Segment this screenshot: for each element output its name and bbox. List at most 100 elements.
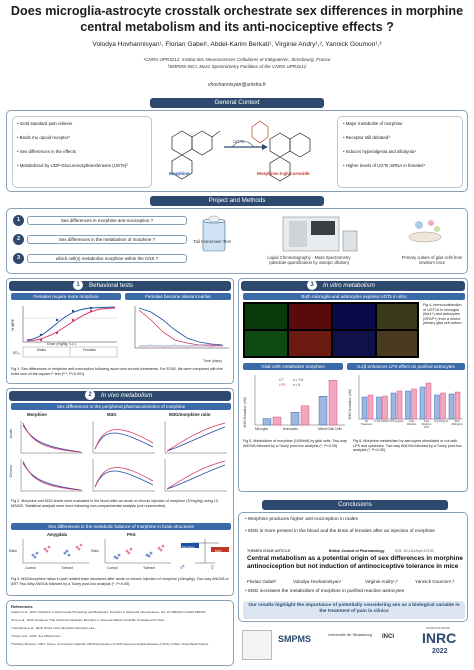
morphine-label: Morphine [169, 171, 190, 176]
question-1-text: Sex differences in morphine anti-nocicep… [27, 216, 187, 225]
pk-curves-grid [20, 421, 227, 492]
glial-x-astrocytes: Astrocytes [283, 427, 298, 431]
if-tile-8 [377, 331, 417, 356]
female-symbol-icon: ♀ [209, 562, 216, 572]
glial-bar [300, 405, 310, 426]
lps-x-0: No Treatment [360, 420, 373, 426]
brain-ylabel-2: Ratio [91, 549, 99, 553]
reference-5: ⁵Hubbery-Bresson, 2007. Tissue- and Gend… [11, 642, 209, 646]
conclusion-2: M3G is more present in the blood and the… [245, 529, 465, 535]
in-vivo-heading: In vivo metabolism [101, 392, 153, 399]
unistra-logo: Université de Strasbourg [328, 632, 373, 637]
glial-bar [272, 416, 282, 426]
glial-bar-chart [254, 375, 345, 426]
lps-bar [425, 382, 432, 420]
lps-x-4: IL1β 10ng/mL LPS [421, 420, 432, 429]
glial-bar [290, 412, 300, 426]
takeaway-text: Our results highlight the importance of … [248, 603, 460, 614]
pk-subheading: Sex differences in the peripheral pharma… [11, 403, 231, 410]
in-vitro-panel: 3 In vitro metabolism Both microglia and… [238, 278, 468, 492]
inrc-place: VALENCIA SPAIN [426, 626, 451, 630]
tolerance-chart [134, 306, 229, 349]
fig3-caption: Fig 3. M3G/morphine ratios in pain relat… [11, 577, 229, 586]
legend-ct: CT [279, 378, 284, 382]
brain-x-tolerant-1: Tolerant [61, 566, 74, 570]
question-3-number: 3 [13, 253, 24, 264]
glial-x-mixed: Mixed Glial Cells [318, 427, 342, 431]
in-vitro-heading-bar [241, 281, 465, 291]
lps-bar [434, 394, 440, 420]
project-box: 1 Sex differences in morphine anti-nocic… [6, 208, 468, 274]
author-list: Volodya Hovhannisyan¹, Florian Gabel¹, A… [92, 41, 382, 48]
m3g-bullet-1: Major metabolite of morphine [343, 121, 403, 127]
question-1-number: 1 [13, 215, 24, 226]
lps-bar [382, 395, 388, 420]
panel-a-heading: Females require more morphine [11, 293, 121, 300]
article-author-4: Yannick Goumon¹,² [415, 579, 455, 584]
qr-code-icon[interactable] [242, 630, 272, 660]
method-glial-culture: Primary culture of glial cells from newb… [401, 255, 463, 265]
fig6-caption: Fig 6. Morphine metabolism by astrocytes… [353, 439, 462, 452]
article-author-3: Virginie Andry¹,² [365, 579, 398, 584]
in-vivo-heading-bar [9, 391, 231, 401]
m3g-bullet-4: Higher levels of UGTs mRNA in females⁵ [343, 163, 425, 169]
fig2-caption: Fig 2. Morphine and M3G levels were eval… [11, 499, 220, 508]
general-context-heading: General Context [150, 98, 324, 108]
legend-lps: LPS [279, 383, 286, 387]
question-2-text: Sex differences in the metabolism of mor… [27, 235, 187, 244]
amygdala-label: Amygdala [47, 532, 68, 537]
journal-name: British Journal of Pharmacology [329, 549, 385, 553]
reference-2: ²Kuo et al., 2016. Evidence That Interfe… [11, 618, 167, 622]
reference-4: ⁴Doyle et al., 2023. Sex Differences... [11, 634, 63, 638]
balance-morphine-label: Morphine [182, 545, 195, 549]
glial-bar [262, 418, 272, 426]
ed50-males-col: Males [37, 348, 47, 352]
m3g-bullet-2: Receptor still debated³ [343, 135, 390, 141]
dose-response-chart [22, 306, 118, 358]
behavioral-heading-bar [9, 281, 231, 291]
lps-bar [411, 388, 417, 420]
article-doi[interactable]: DOI: 10.1111/bph.15792 [395, 549, 434, 553]
lps-bar [419, 386, 426, 420]
col-ratio: M3G/morphine ratio [169, 412, 211, 417]
glial-bar [318, 396, 328, 426]
affiliation-2: ²SMPMS-INCI, Mass Spectrometry Facilitie… [167, 64, 307, 69]
col-m3g: M3G [107, 412, 117, 417]
if-tile-7 [333, 331, 375, 356]
lps-bar [361, 396, 368, 420]
m3g-bullet-3: Induces hyperalgesia and allodynia⁴ [343, 149, 416, 155]
lps-bar [405, 390, 411, 420]
lps-bar [440, 392, 446, 420]
lps-bar [367, 394, 374, 420]
panel-b-heading: Females become tolerant earlier [125, 293, 231, 300]
conclusion-3: M3G increases the metabolism of morphine… [245, 589, 465, 595]
inrc-logo: INRC [422, 630, 457, 646]
lps-ylabel: M3G formation (nM) [348, 389, 352, 420]
if-tile-3 [333, 304, 375, 329]
article-author-2: Volodya Hovhannisyan¹ [293, 579, 342, 584]
glial-x-microglia: Microglia [255, 427, 268, 431]
if-tile-2 [289, 304, 331, 329]
immunofluorescence-images [243, 302, 419, 358]
section-1-badge: 1 [73, 280, 83, 290]
logo-strip: SMPMS Université de Strasbourg INCI VALE… [240, 626, 468, 666]
reference-1: ¹Gabel et al., 2022. Morphine-3-Glucuron… [11, 610, 206, 614]
lps-x-labels: No Treatment 0.1% DMSO LPS 1µg/mL IL1β 1… [359, 420, 465, 430]
reference-3: ³Yamashita et al., 2015. Roles of the Mo… [11, 626, 98, 630]
row-chronic: Chronic [9, 465, 13, 478]
question-3-text: which cell(s) metabolize morphine within… [27, 254, 187, 263]
ed50-label: ED₅₀ [13, 351, 21, 355]
references-box: References ¹Gabel et al., 2022. Morphine… [6, 600, 234, 666]
if-tile-5 [245, 331, 287, 356]
if-tile-4 [377, 304, 417, 329]
behavioral-heading: Behavioral tests [89, 282, 134, 289]
method-lcms: Liquid Chromatography - Mass Spectrometr… [267, 255, 351, 265]
glial-subheading: Glial cells metabolize morphine [243, 363, 343, 370]
context-bullet-2: Binds mu opioid receptor¹ [17, 135, 70, 141]
lps-bar [390, 392, 397, 420]
brain-ylabel-1: Ratio [9, 549, 17, 553]
male-symbol-icon: ♂ [179, 562, 186, 572]
brain-x-tolerant-2: Tolerant [143, 566, 156, 570]
brain-x-control-1: Control [25, 566, 36, 570]
balance-m3g-label: M3G [215, 549, 222, 553]
